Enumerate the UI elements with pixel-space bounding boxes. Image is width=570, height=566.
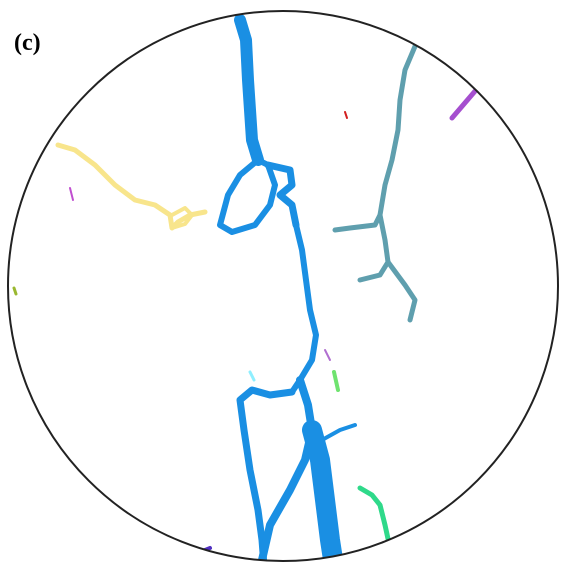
yellow-crack bbox=[58, 145, 205, 228]
magenta-fragment bbox=[70, 188, 73, 200]
figure-panel: (c) bbox=[0, 0, 570, 566]
crack-map bbox=[14, 20, 558, 566]
crack-segment bbox=[322, 425, 355, 440]
page: {"panel_label": "(c)"} bbox=[0, 0, 570, 566]
crack-segment bbox=[220, 160, 275, 232]
cyan-fragment bbox=[250, 372, 254, 380]
green-fragment bbox=[334, 372, 338, 390]
olive-fragment bbox=[14, 288, 16, 294]
teal-crack bbox=[388, 262, 415, 320]
red-fragment bbox=[345, 112, 347, 118]
magenta-fragment bbox=[552, 222, 558, 226]
violet-fragment bbox=[325, 350, 330, 360]
panel-label: (c) bbox=[14, 30, 41, 56]
purple-crack bbox=[452, 90, 476, 118]
crack-segment bbox=[240, 20, 258, 160]
teal-crack bbox=[335, 44, 416, 230]
crack-segment bbox=[262, 380, 312, 560]
crack-segment bbox=[312, 430, 334, 566]
main-crack bbox=[220, 20, 355, 566]
crack-segment bbox=[292, 225, 316, 392]
green-crack bbox=[360, 488, 390, 548]
